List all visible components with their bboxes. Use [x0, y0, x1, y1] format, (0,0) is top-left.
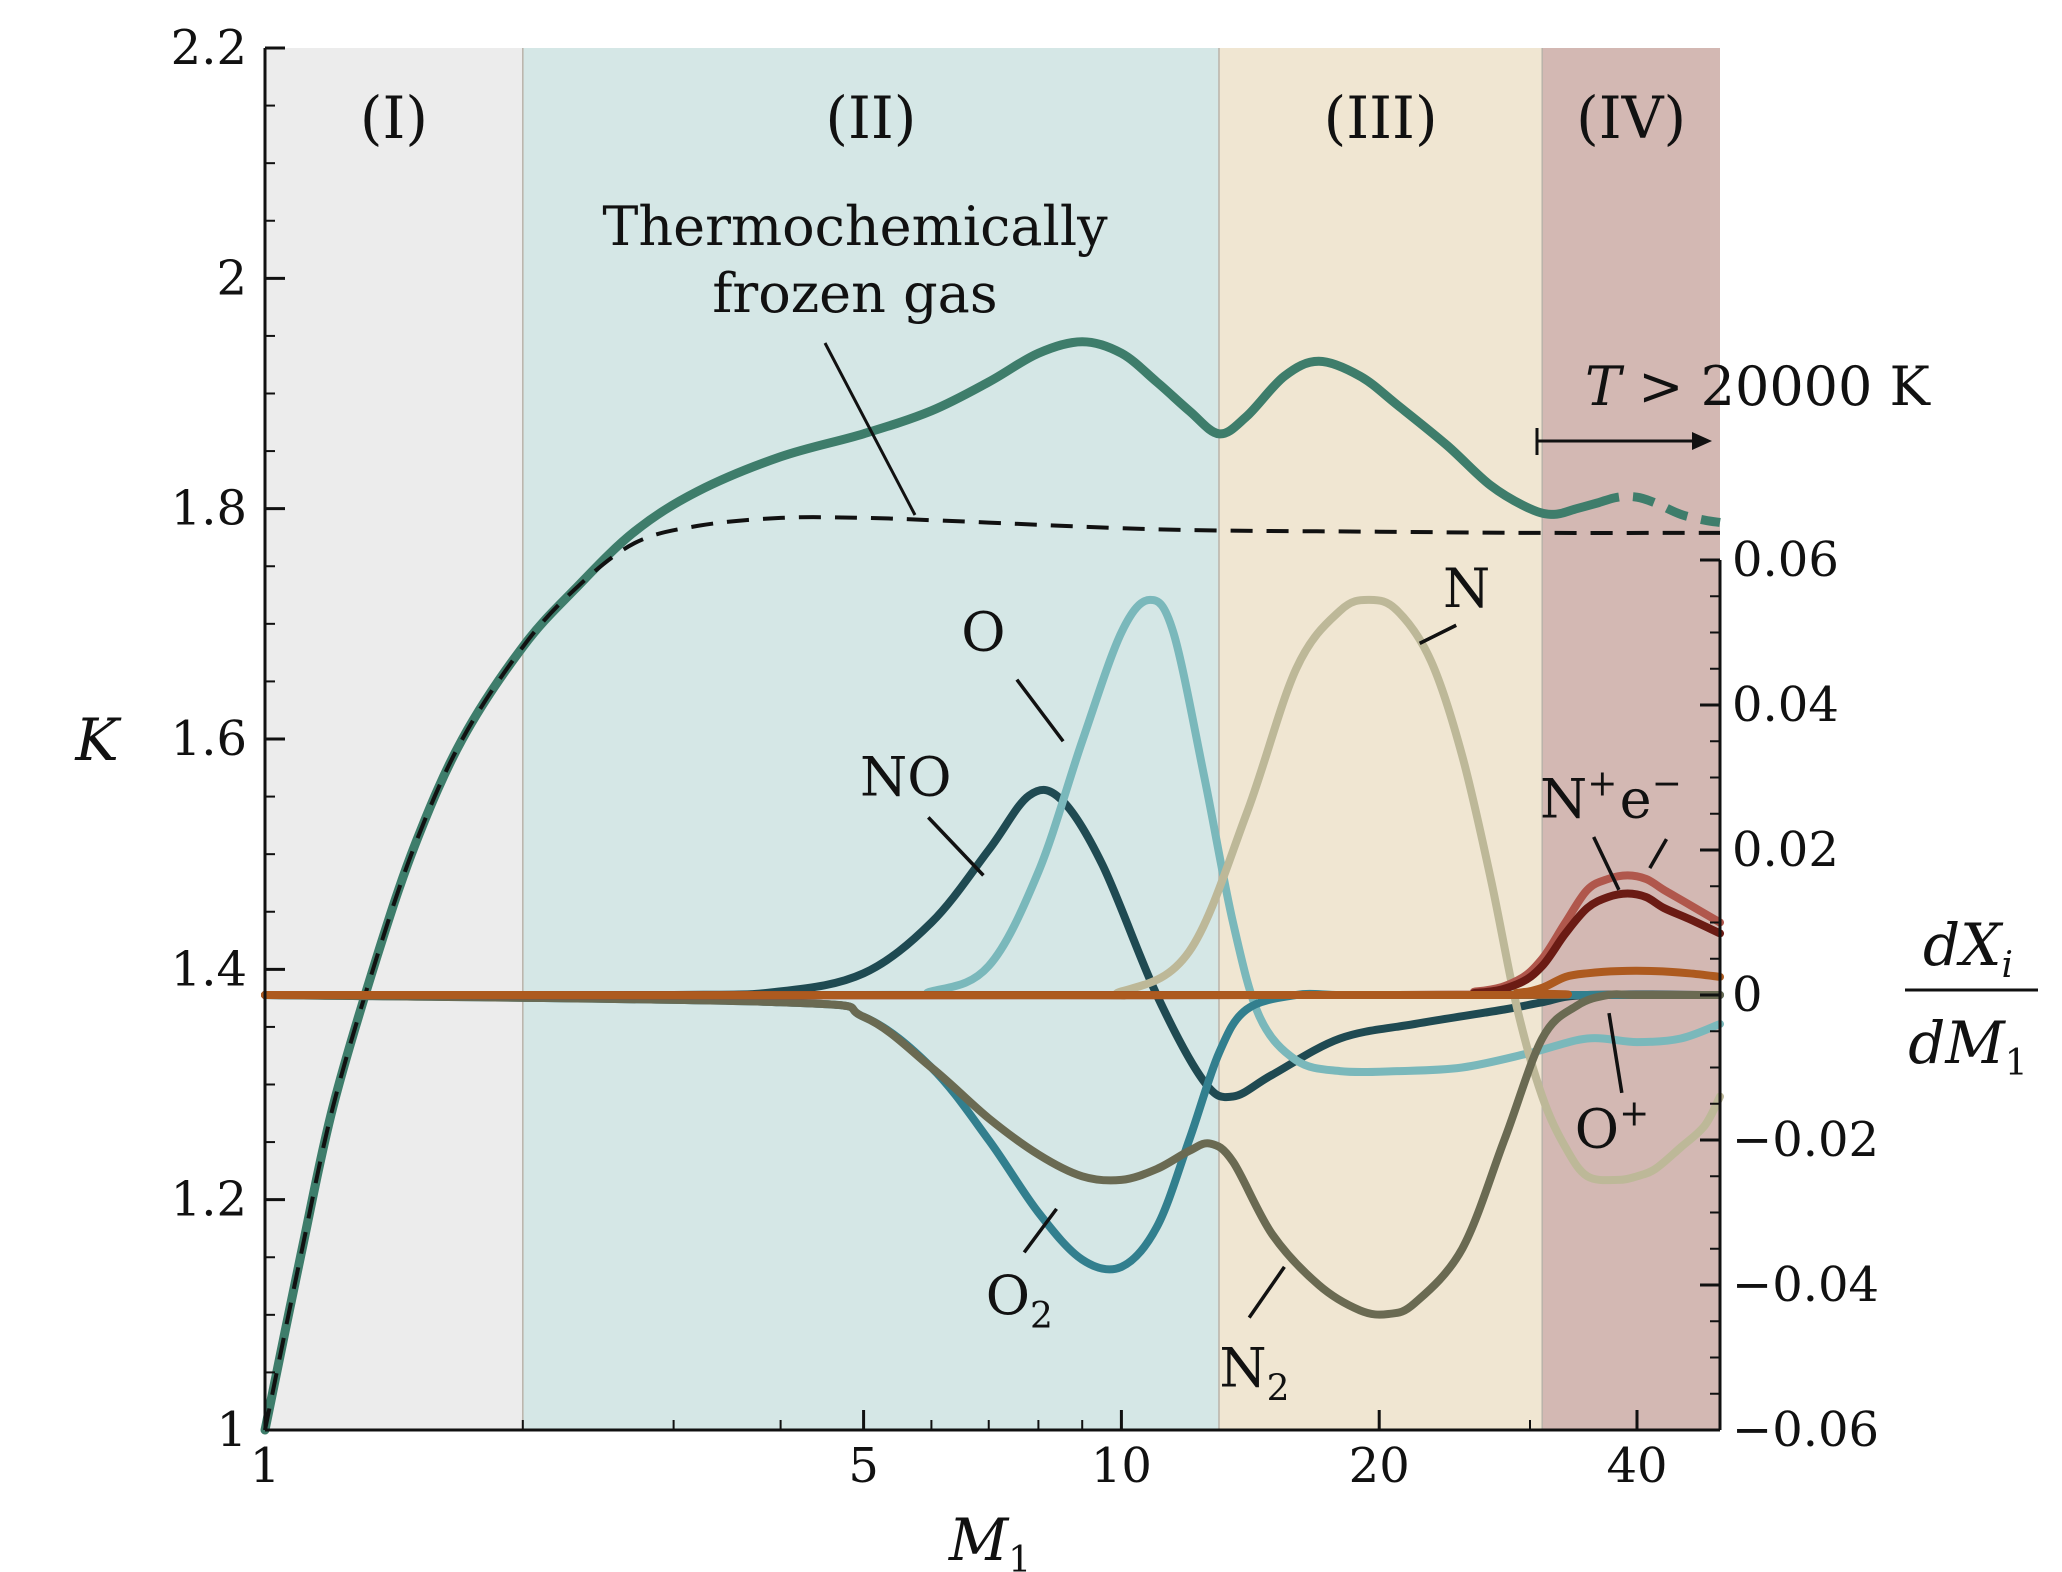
frozen-gas-annotation-line1: Thermochemically — [602, 195, 1108, 258]
y-left-tick-label: 2 — [216, 250, 247, 306]
data-series — [260, 337, 1724, 1435]
temperature-annotation: T > 20000 K — [1585, 355, 1932, 418]
x-axis-title: M1 — [948, 1506, 1031, 1572]
region-2-label: (II) — [825, 84, 916, 152]
y-right-numerator-sub: i — [2001, 945, 2013, 986]
label-n2-subscript: 2 — [1267, 1369, 1290, 1410]
y-right-tick-label: −0.02 — [1732, 1112, 1879, 1168]
label-n2: N2 — [1219, 1337, 1289, 1410]
temperature-variable: T — [1585, 355, 1625, 418]
series-o-plus-line-10 — [261, 966, 1724, 1000]
label-n2-base: N — [1219, 1337, 1266, 1400]
x-tick-label: 10 — [1091, 1438, 1152, 1494]
label-n-plus-base: N — [1540, 767, 1587, 830]
y-right-axis-title: dXi dM1 — [1905, 911, 2038, 1084]
label-n2-leader — [1247, 1265, 1286, 1319]
label-n-leader — [1418, 623, 1457, 645]
frozen-gas-leader-line — [823, 342, 917, 516]
region-3-label: (III) — [1324, 84, 1438, 152]
label-o-plus-leader — [1607, 1012, 1624, 1094]
label-o2-leader — [1022, 1207, 1058, 1254]
y-left-tick-label: 2.2 — [171, 20, 247, 76]
y-left-axis-title: K — [74, 706, 122, 774]
y-left-tick-label: 1.4 — [171, 941, 247, 997]
label-e-minus-base: e — [1620, 767, 1652, 830]
y-right-tick-label: 0.04 — [1732, 677, 1839, 733]
label-o-leader — [1015, 678, 1065, 743]
region-1-label: (I) — [360, 84, 428, 152]
x-tick-label: 5 — [848, 1438, 879, 1494]
region-4-background — [1542, 48, 1720, 1430]
series-k-line-1 — [1596, 491, 1721, 527]
y-left-tick-label: 1 — [216, 1402, 247, 1458]
label-e-minus-leader — [1648, 838, 1669, 869]
x-tick-label: 20 — [1349, 1438, 1410, 1494]
y-right-denominator-sub: 1 — [2005, 1043, 2028, 1084]
series-thermochemically-frozen-gas-line-2 — [263, 515, 1721, 1431]
y-right-tick-label: 0.02 — [1732, 822, 1839, 878]
y-left-tick-label: 1.6 — [171, 711, 247, 767]
y-right-axis-title-denominator: dM1 — [1908, 1009, 2027, 1084]
y-left-tick-label: 1.8 — [171, 481, 247, 537]
series-n2-line-7 — [261, 990, 1724, 1319]
label-n-plus-superscript: + — [1587, 763, 1617, 804]
label-o-plus: O+ — [1575, 1093, 1649, 1160]
region-4-label: (IV) — [1576, 84, 1686, 152]
y-right-numerator-base: dX — [1923, 911, 2004, 979]
label-o-base: O — [961, 601, 1005, 664]
label-n-plus: N+ — [1540, 763, 1617, 830]
label-no: NO — [860, 746, 952, 809]
temperature-arrow — [1535, 428, 1712, 455]
label-o-plus-base: O — [1575, 1097, 1619, 1160]
region-2-background — [522, 48, 1219, 1430]
region-labels: (I) (II) (III) (IV) — [360, 84, 1686, 152]
label-o2-base: O — [986, 1264, 1030, 1327]
label-o-plus-superscript: + — [1619, 1093, 1649, 1134]
y-right-axis-title-numerator: dXi — [1923, 911, 2013, 986]
label-o2-subscript: 2 — [1030, 1296, 1053, 1337]
y-right-tick-label: −0.06 — [1732, 1402, 1879, 1458]
x-tick-label: 40 — [1606, 1438, 1667, 1494]
label-o: O — [961, 601, 1005, 664]
label-e-minus: e− — [1620, 763, 1682, 830]
y-left-tick-label: 1.2 — [171, 1172, 247, 1228]
y-right-tick-label: 0 — [1732, 967, 1763, 1023]
y-right-denominator-base: dM — [1908, 1009, 2006, 1077]
label-no-leader — [927, 816, 985, 877]
frozen-gas-annotation-line2: frozen gas — [712, 262, 997, 325]
label-n-plus-leader — [1592, 836, 1621, 891]
region-shading — [265, 48, 1720, 1430]
temperature-text: > 20000 K — [1621, 355, 1932, 418]
x-axis-title-base: M — [948, 1506, 1010, 1572]
label-n: N — [1443, 557, 1490, 620]
y-right-tick-label: −0.04 — [1732, 1257, 1879, 1313]
x-axis-title-sub: 1 — [1008, 1540, 1031, 1572]
label-n-base: N — [1443, 557, 1490, 620]
x-tick-label: 1 — [250, 1438, 281, 1494]
label-no-base: NO — [860, 746, 952, 809]
label-o2: O2 — [986, 1264, 1053, 1337]
y-right-tick-label: 0.06 — [1732, 532, 1839, 588]
tick-marks: 11.21.41.61.822.2−0.06−0.04−0.0200.020.0… — [171, 20, 1879, 1494]
label-e-minus-superscript: − — [1652, 763, 1682, 804]
